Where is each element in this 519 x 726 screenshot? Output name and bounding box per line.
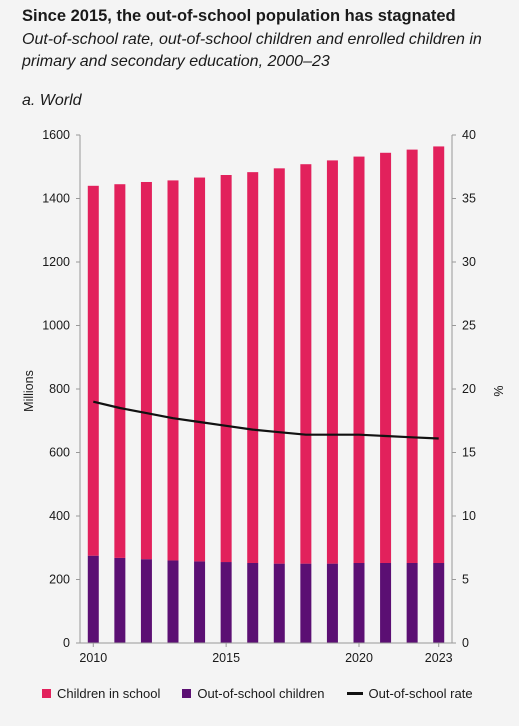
right-axis-ticks: 0 5 10 15 20 25 30 35 40 bbox=[452, 128, 476, 650]
right-tick-label: 30 bbox=[462, 255, 476, 269]
bar-out-of-school bbox=[433, 562, 445, 643]
legend-swatch-out-of-school bbox=[182, 689, 192, 698]
bar-out-of-school bbox=[114, 557, 126, 643]
bar-in-school bbox=[194, 177, 206, 562]
right-tick-label: 35 bbox=[462, 192, 476, 206]
bar-in-school bbox=[406, 149, 418, 563]
bar-in-school bbox=[220, 175, 232, 563]
bar-out-of-school bbox=[247, 562, 259, 643]
rate-line bbox=[93, 400, 439, 440]
bar-in-school bbox=[87, 185, 99, 556]
chart-legend: Children in school Out-of-school childre… bbox=[42, 686, 512, 701]
right-tick-label: 15 bbox=[462, 446, 476, 460]
left-tick-label: 1600 bbox=[42, 128, 70, 142]
bar-in-school bbox=[114, 184, 126, 558]
bar-in-school bbox=[433, 146, 445, 563]
bar-out-of-school bbox=[406, 562, 418, 643]
bar-out-of-school bbox=[140, 559, 152, 643]
x-tick-label: 2023 bbox=[425, 651, 453, 665]
rate-line-series bbox=[93, 400, 439, 440]
left-tick-label: 400 bbox=[49, 509, 70, 523]
bar-in-school bbox=[273, 168, 285, 564]
legend-item-out-of-school: Out-of-school children bbox=[182, 686, 325, 701]
bar-in-school bbox=[247, 172, 259, 563]
x-tick-label: 2020 bbox=[345, 651, 373, 665]
bar-out-of-school bbox=[194, 561, 206, 643]
left-tick-label: 0 bbox=[63, 636, 70, 650]
bar-out-of-school bbox=[380, 562, 392, 643]
right-axis-title: % bbox=[491, 385, 505, 396]
bar-out-of-school bbox=[167, 560, 179, 643]
legend-item-rate: Out-of-school rate bbox=[346, 686, 473, 701]
bar-out-of-school bbox=[353, 562, 365, 643]
panel-label: a. World bbox=[22, 92, 82, 109]
right-tick-label: 0 bbox=[462, 636, 469, 650]
legend-swatch-in-school bbox=[42, 689, 51, 698]
chart-title: Since 2015, the out-of-school population… bbox=[22, 7, 456, 25]
right-tick-label: 10 bbox=[462, 509, 476, 523]
chart-axes bbox=[79, 135, 453, 644]
bar-series bbox=[87, 146, 445, 643]
left-axis-ticks: 0 200 400 600 800 1000 1200 1400 1600 bbox=[42, 128, 80, 650]
left-tick-label: 800 bbox=[49, 382, 70, 396]
left-tick-label: 600 bbox=[49, 446, 70, 460]
bar-in-school bbox=[167, 180, 179, 561]
right-tick-label: 25 bbox=[462, 319, 476, 333]
bar-out-of-school bbox=[220, 562, 232, 643]
left-axis-title: Millions bbox=[22, 370, 36, 412]
chart-subtitle: Out-of-school rate, out-of-school childr… bbox=[22, 31, 482, 70]
x-tick-label: 2010 bbox=[79, 651, 107, 665]
bar-in-school bbox=[326, 160, 338, 564]
left-tick-label: 200 bbox=[49, 573, 70, 587]
left-tick-label: 1000 bbox=[42, 319, 70, 333]
bar-in-school bbox=[380, 152, 392, 563]
right-tick-label: 40 bbox=[462, 128, 476, 142]
x-axis-ticks: 2010 2015 2020 2023 bbox=[79, 643, 453, 665]
bar-out-of-school bbox=[87, 555, 99, 643]
right-tick-label: 5 bbox=[462, 573, 469, 587]
left-tick-label: 1400 bbox=[42, 192, 70, 206]
chart-plot: 0 200 400 600 800 1000 1200 1400 1600 0 5 10 15 20 25… bbox=[22, 128, 505, 665]
bar-out-of-school bbox=[300, 563, 312, 643]
bar-in-school bbox=[353, 156, 365, 563]
legend-item-in-school: Children in school bbox=[42, 686, 160, 701]
bar-in-school bbox=[300, 164, 312, 564]
legend-swatch-rate bbox=[346, 692, 363, 695]
bar-in-school bbox=[140, 181, 152, 560]
legend-label-rate: Out-of-school rate bbox=[368, 686, 473, 701]
legend-label-out-of-school: Out-of-school children bbox=[197, 686, 325, 701]
bar-out-of-school bbox=[326, 563, 338, 643]
legend-label-in-school: Children in school bbox=[57, 686, 161, 701]
x-tick-label: 2015 bbox=[212, 651, 240, 665]
bar-out-of-school bbox=[273, 563, 285, 643]
right-tick-label: 20 bbox=[462, 382, 476, 396]
left-tick-label: 1200 bbox=[42, 255, 70, 269]
